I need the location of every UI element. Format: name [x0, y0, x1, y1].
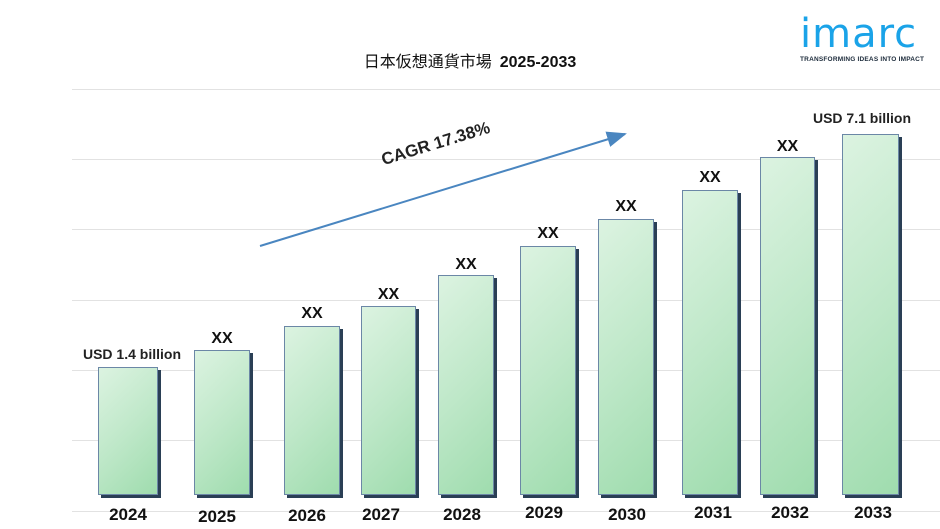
x-tick-label: 2030 [608, 505, 646, 524]
x-tick-label: 2028 [443, 505, 481, 524]
chart-title-main: 日本仮想通貨市場 [363, 54, 492, 71]
chart-title: 日本仮想通貨市場 2025-2033 [0, 48, 940, 72]
x-tick-label: 2032 [771, 503, 809, 522]
bar-value-label: USD 7.1 billion [812, 110, 911, 126]
bar-2026 [284, 326, 340, 495]
gridline [72, 511, 940, 512]
gridline [72, 89, 940, 90]
bar-value-label: XX [776, 138, 799, 155]
bar-value-label: XX [211, 330, 233, 347]
bar-2031 [682, 190, 738, 495]
gridline [72, 229, 940, 230]
bar-value-label: XX [377, 286, 400, 303]
x-tick-label: 2026 [288, 506, 326, 525]
x-tick-label: 2027 [362, 505, 400, 524]
bar-value-label: USD 1.4 billion [82, 346, 181, 362]
bar-value-label: XX [699, 169, 721, 186]
logo-wordmark: imarc [800, 11, 918, 57]
logo-tagline: TRANSFORMING IDEAS INTO IMPACT [800, 56, 925, 63]
gridline [72, 370, 940, 371]
bar-2028 [438, 275, 494, 495]
bar-value-label: XX [455, 256, 477, 273]
x-tick-label: 2024 [109, 505, 147, 524]
bar-2030 [598, 219, 654, 495]
x-tick-label: 2033 [854, 503, 892, 522]
bar-2027 [361, 306, 416, 495]
bar-value-label: XX [301, 305, 323, 322]
bar-value-label: XX [615, 198, 637, 215]
bar-2033 [842, 134, 899, 495]
x-tick-label: 2029 [525, 503, 563, 522]
gridline [72, 440, 940, 441]
x-tick-label: 2031 [694, 503, 732, 522]
bar-2032 [760, 157, 815, 495]
bar-2024 [98, 367, 158, 495]
chart-title-years: 2025-2033 [499, 54, 577, 71]
bar-2029 [520, 246, 576, 495]
imarc-logo: imarc TRANSFORMING IDEAS INTO IMPACT [800, 14, 930, 63]
bar-2025 [194, 350, 250, 495]
bar-value-label: XX [537, 225, 559, 242]
gridline [72, 159, 940, 160]
x-tick-label: 2025 [198, 507, 236, 526]
gridline [72, 300, 940, 301]
